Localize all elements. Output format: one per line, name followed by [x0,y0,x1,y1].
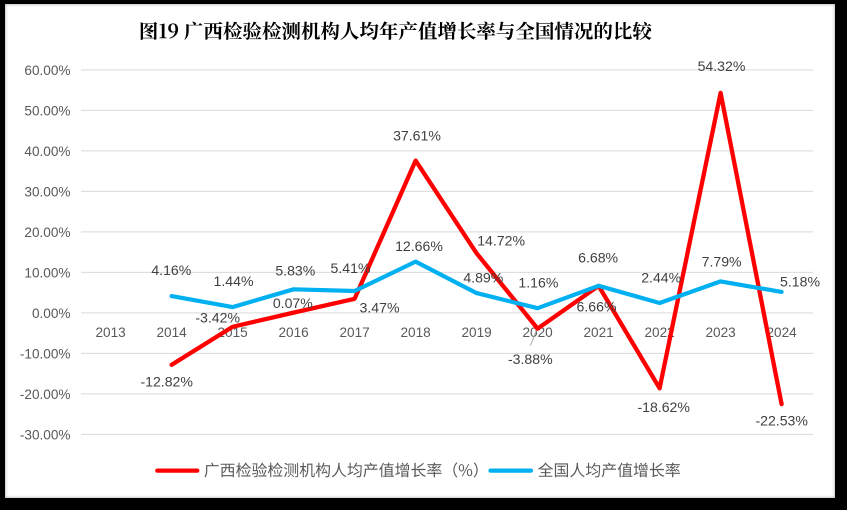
svg-text:2021: 2021 [583,325,613,340]
svg-text:12.66%: 12.66% [395,238,443,254]
svg-text:37.61%: 37.61% [393,127,441,143]
svg-text:-3.42%: -3.42% [195,310,240,326]
svg-text:2.44%: 2.44% [641,269,681,285]
svg-text:5.41%: 5.41% [331,260,371,276]
svg-text:1.16%: 1.16% [518,275,558,291]
svg-text:54.32%: 54.32% [698,58,746,74]
svg-text:2013: 2013 [95,325,125,340]
svg-text:-22.53%: -22.53% [755,412,808,428]
svg-text:3.47%: 3.47% [360,300,400,316]
svg-text:-18.62%: -18.62% [637,399,690,415]
svg-text:2022: 2022 [644,325,674,340]
svg-text:4.16%: 4.16% [151,262,191,278]
svg-text:2014: 2014 [156,325,187,340]
svg-text:2024: 2024 [766,325,797,340]
svg-text:10.00%: 10.00% [24,265,70,280]
svg-text:6.68%: 6.68% [578,250,618,266]
svg-text:30.00%: 30.00% [24,184,70,199]
svg-text:20.00%: 20.00% [24,225,70,240]
svg-text:2023: 2023 [705,325,735,340]
svg-text:2019: 2019 [461,325,491,340]
svg-text:-10.00%: -10.00% [20,346,71,361]
svg-text:14.72%: 14.72% [477,232,525,248]
svg-text:0.00%: 0.00% [32,306,71,321]
svg-text:5.83%: 5.83% [275,263,315,279]
svg-text:2017: 2017 [339,325,369,340]
svg-text:2016: 2016 [278,325,308,340]
svg-text:40.00%: 40.00% [24,144,70,159]
svg-text:4.89%: 4.89% [463,270,503,286]
svg-text:6.66%: 6.66% [577,299,617,315]
svg-text:50.00%: 50.00% [24,103,70,118]
svg-text:-30.00%: -30.00% [20,427,71,442]
svg-text:7.79%: 7.79% [702,254,742,270]
svg-text:60.00%: 60.00% [24,63,70,78]
svg-text:2020: 2020 [522,325,553,340]
svg-text:2018: 2018 [400,325,430,340]
svg-text:2015: 2015 [217,325,247,340]
svg-text:1.44%: 1.44% [214,273,254,289]
svg-text:-12.82%: -12.82% [140,373,193,389]
svg-text:0.07%: 0.07% [273,295,313,311]
svg-text:-3.88%: -3.88% [508,351,553,367]
svg-text:5.18%: 5.18% [780,273,820,289]
svg-text:-20.00%: -20.00% [20,387,71,402]
